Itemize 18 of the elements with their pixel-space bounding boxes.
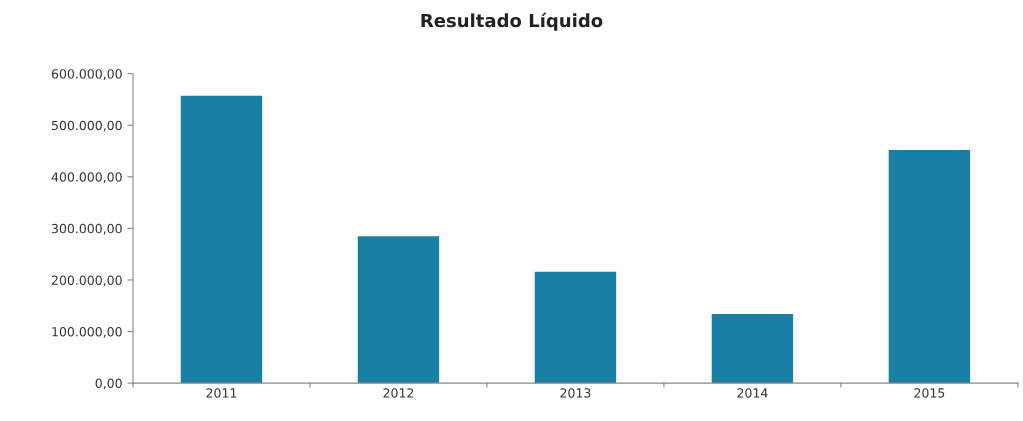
- y-tick-label: 400.000,00: [51, 172, 122, 184]
- y-tick-label: 500.000,00: [51, 120, 122, 132]
- x-tick-label: 2013: [560, 388, 591, 398]
- chart-title: Resultado Líquido: [421, 12, 603, 31]
- y-tick-label: 200.000,00: [51, 275, 122, 287]
- x-tick-label: 2015: [914, 388, 945, 398]
- bar: [534, 271, 617, 384]
- bar: [180, 95, 263, 384]
- x-tick-label: 2014: [737, 388, 768, 398]
- y-tick-label: 100.000,00: [52, 327, 122, 338]
- y-tick-label: 600.000,00: [51, 69, 122, 80]
- bar: [888, 150, 971, 384]
- x-tick-label: 2012: [383, 388, 414, 398]
- y-tick-label: 0,00: [95, 378, 122, 390]
- y-tick-label: 300.000,00: [51, 223, 122, 235]
- bar: [357, 236, 440, 384]
- bar: [711, 314, 794, 384]
- x-tick-label: 2011: [206, 388, 237, 398]
